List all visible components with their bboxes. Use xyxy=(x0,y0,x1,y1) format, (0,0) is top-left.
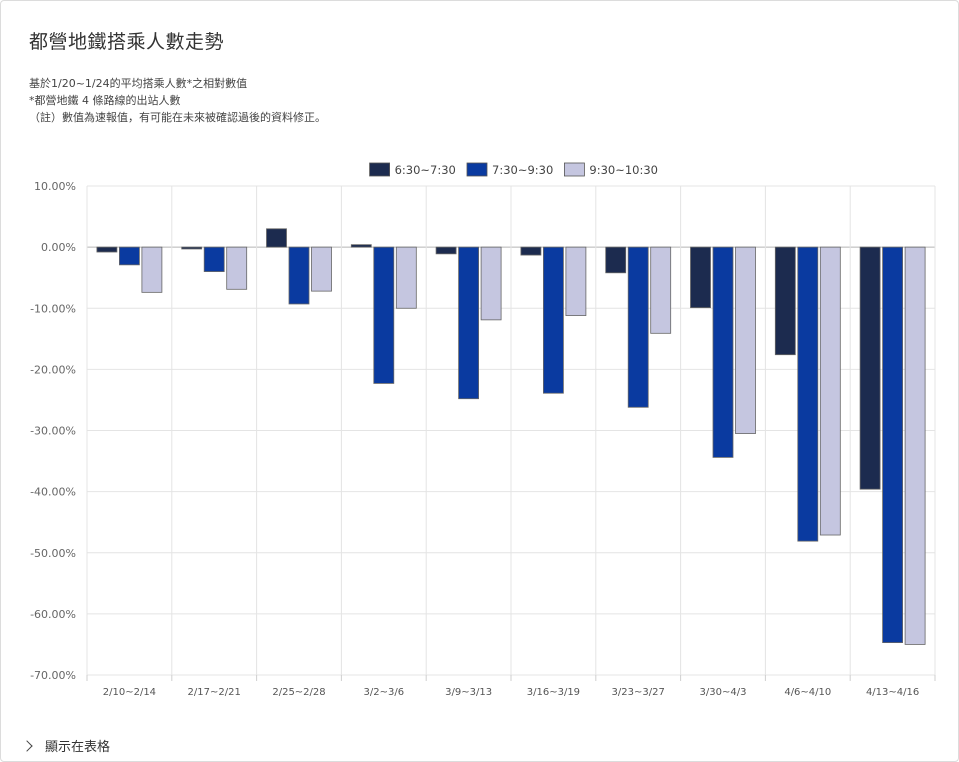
legend-label: 7:30~9:30 xyxy=(492,163,553,177)
bar xyxy=(859,246,881,490)
y-tick-label: -10.00% xyxy=(30,302,76,315)
bar xyxy=(882,246,903,644)
x-tick-label: 3/30~4/3 xyxy=(700,687,747,698)
bar-chart: 10.00% 0.00% -10.00% -20.00% -30.00% -40.00% -… xyxy=(30,162,936,698)
bar xyxy=(288,246,310,305)
bar xyxy=(735,246,756,434)
x-tick-label: 2/10~2/14 xyxy=(103,687,156,698)
bar xyxy=(350,244,372,248)
bar xyxy=(543,246,564,394)
x-tick-label: 3/9~3/13 xyxy=(445,687,492,698)
bar xyxy=(96,246,118,253)
bar xyxy=(141,246,163,293)
note-line: 基於1/20~1/24的平均搭乘人數*之相對數值 xyxy=(29,77,248,90)
bar xyxy=(605,246,627,274)
bar xyxy=(373,246,395,384)
bar xyxy=(311,246,332,292)
chevron-right-icon xyxy=(21,739,33,752)
bar xyxy=(690,246,711,309)
x-tick-label: 2/17~2/21 xyxy=(188,687,241,698)
y-tick-label: 10.00% xyxy=(34,180,76,193)
x-tick-label: 3/16~3/19 xyxy=(527,687,580,698)
note-line: （註）數值為速報值，有可能在未來被確認過後的資料修正。 xyxy=(29,111,326,124)
chart-notes: 基於1/20~1/24的平均搭乘人數*之相對數值 *都營地鐵 4 條路線的出站人… xyxy=(29,75,326,126)
bar xyxy=(266,228,287,248)
bar xyxy=(435,246,457,255)
legend-swatch xyxy=(466,162,488,177)
legend-swatch xyxy=(369,162,391,177)
x-tick-label: 4/13~4/16 xyxy=(866,687,919,698)
legend-label: 9:30~10:30 xyxy=(589,163,658,177)
y-tick-label: -70.00% xyxy=(30,669,76,682)
bar xyxy=(904,246,926,645)
show-table-toggle[interactable]: 顯示在表格 xyxy=(21,736,111,755)
y-tick-label: 0.00% xyxy=(41,241,76,254)
bar xyxy=(712,246,734,458)
bar xyxy=(458,246,480,400)
y-tick-label: -50.00% xyxy=(30,547,76,560)
bar xyxy=(395,246,417,309)
page-title: 都營地鐵搭乘人數走勢 xyxy=(29,31,225,53)
bar xyxy=(650,246,672,334)
x-tick-label: 3/23~3/27 xyxy=(612,687,665,698)
x-tick-label: 2/25~2/28 xyxy=(272,687,325,698)
bar xyxy=(627,246,649,408)
bar xyxy=(819,246,841,536)
bar xyxy=(119,246,140,266)
y-tick-label: -20.00% xyxy=(30,363,76,376)
bar xyxy=(774,246,796,356)
bar xyxy=(520,246,542,256)
legend-swatch xyxy=(564,162,585,177)
y-tick-label: -30.00% xyxy=(30,425,76,438)
x-tick-label: 4/6~4/10 xyxy=(784,687,831,698)
legend-label: 6:30~7:30 xyxy=(395,163,456,177)
bar xyxy=(203,246,225,272)
bar xyxy=(226,246,248,290)
y-tick-label: -60.00% xyxy=(30,608,76,621)
y-tick-label: -40.00% xyxy=(30,486,76,499)
note-line: *都營地鐵 4 條路線的出站人數 xyxy=(29,94,181,107)
bar xyxy=(480,246,502,321)
x-tick-label: 3/2~3/6 xyxy=(364,687,405,698)
bar xyxy=(181,246,203,250)
bar xyxy=(797,246,819,542)
bar xyxy=(565,246,587,316)
show-table-label: 顯示在表格 xyxy=(45,740,111,755)
